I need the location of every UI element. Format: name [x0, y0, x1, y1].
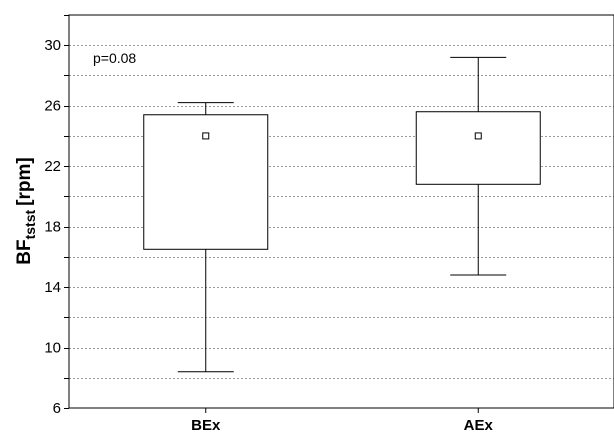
y-tick-label: 26 [44, 98, 61, 115]
x-category-label: BEx [191, 417, 221, 434]
plot-frame [68, 14, 614, 409]
iqr-box [415, 111, 541, 185]
y-tick-label: 18 [44, 219, 61, 236]
gridlines [69, 45, 614, 379]
axes: 6 10 14 18 22 26 30 BEx AEx [44, 15, 494, 434]
y-axis-label: BFtstst [rpm] [14, 157, 38, 264]
box-plot-aex [415, 56, 541, 276]
y-tick-label: 30 [44, 37, 61, 54]
p-value-annotation: p=0.08 [93, 50, 136, 66]
x-category-label: AEx [464, 417, 494, 434]
y-axis-label-sub: tstst [22, 210, 38, 240]
median-marker [202, 132, 210, 140]
box-plots [143, 56, 541, 373]
y-axis-label-main: BF [14, 239, 35, 264]
y-tick-label: 22 [44, 158, 61, 175]
y-tick-label: 6 [53, 400, 61, 417]
y-axis-label-unit: [rpm] [14, 157, 35, 206]
box-plot-bex [143, 102, 269, 373]
median-marker [474, 132, 482, 140]
y-tick-label: 10 [44, 340, 61, 357]
y-tick-label: 14 [44, 279, 61, 296]
